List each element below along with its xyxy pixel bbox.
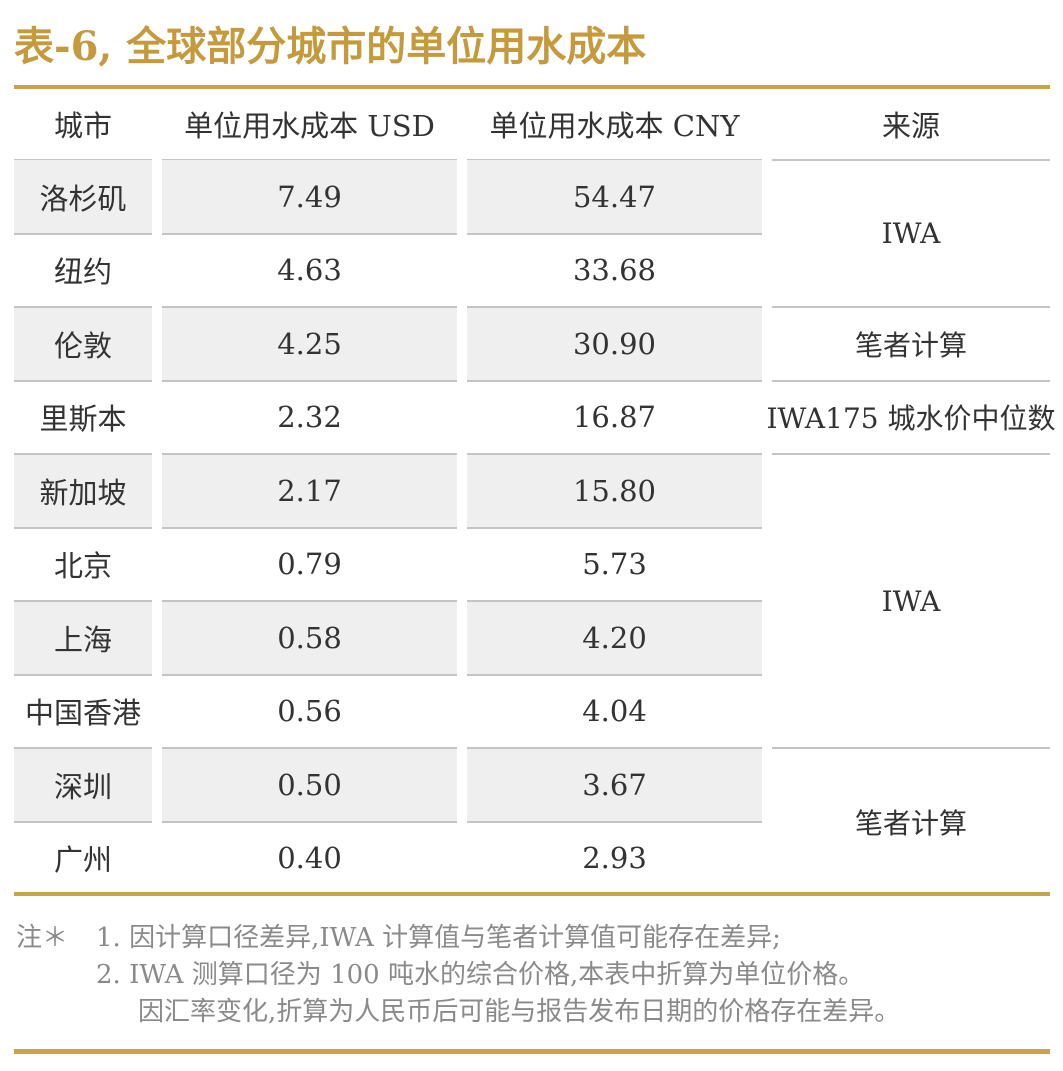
table-cell: 16.87 <box>572 400 657 435</box>
table-cell: 新加坡 <box>39 475 127 510</box>
row-shade <box>162 160 457 234</box>
row-shade <box>162 307 457 381</box>
row-line <box>467 673 762 676</box>
table-cell: 深圳 <box>53 769 112 804</box>
table-cell: 4.25 <box>277 326 342 361</box>
row-line <box>772 306 1050 308</box>
row-line <box>14 379 152 382</box>
table-cell: 北京 <box>53 549 112 584</box>
table-cell: 伦敦 <box>53 328 112 363</box>
row-shade <box>467 307 762 381</box>
source-cell: IWA <box>881 584 941 618</box>
table-cell: 33.68 <box>572 253 657 288</box>
row-shade <box>162 601 457 675</box>
row-shade <box>14 160 152 234</box>
row-shade <box>162 748 457 822</box>
header-cell: 来源 <box>881 109 940 143</box>
table-cell: 2.17 <box>277 473 342 508</box>
row-line <box>467 526 762 529</box>
table-cell: 纽约 <box>53 255 112 290</box>
row-line <box>14 526 152 529</box>
table-cell: 4.04 <box>582 694 647 729</box>
row-line <box>162 526 457 529</box>
table-cell: 4.63 <box>277 253 342 288</box>
title: 表-6, 全球部分城市的单位用水成本 <box>14 23 647 70</box>
row-line <box>467 379 762 382</box>
row-shade <box>467 601 762 675</box>
header-line <box>772 159 1050 161</box>
table-cell: 0.79 <box>277 547 342 582</box>
table-cell: 4.20 <box>582 620 647 655</box>
table-cell: 2.32 <box>277 400 342 435</box>
table-cell: 0.40 <box>277 841 342 876</box>
source-cell: IWA <box>881 217 941 250</box>
header-cell: 单位用水成本 CNY <box>489 109 740 143</box>
row-line <box>467 453 762 455</box>
row-shade <box>467 160 762 234</box>
row-line <box>14 232 152 235</box>
row-line <box>14 820 152 823</box>
row-line <box>772 453 1050 455</box>
row-line <box>467 747 762 749</box>
note-line: 因汇率变化,折算为人民币后可能与报告发布日期的价格存在差异。 <box>138 997 901 1027</box>
table-cell: 3.67 <box>582 767 647 802</box>
row-line <box>162 673 457 676</box>
table-cell: 2.93 <box>582 841 647 876</box>
table-cell: 0.56 <box>277 694 342 729</box>
bottom-rule <box>14 1049 1050 1054</box>
table-cell: 上海 <box>53 622 112 657</box>
row-line <box>162 600 457 602</box>
table-cell: 30.90 <box>572 326 657 361</box>
note-label: 注＊ <box>16 923 69 953</box>
row-shade <box>14 307 152 381</box>
table-cell: 5.73 <box>582 547 647 582</box>
row-line <box>467 306 762 308</box>
row-line <box>467 232 762 235</box>
note-line: 1. 因计算口径差异,IWA 计算值与笔者计算值可能存在差异; <box>96 923 781 953</box>
row-line <box>772 379 1050 382</box>
row-shade <box>14 454 152 528</box>
row-line <box>14 747 152 749</box>
row-shade <box>162 454 457 528</box>
row-line <box>162 820 457 823</box>
source-cell: 笔者计算 <box>854 806 967 840</box>
note-line: 2. IWA 测算口径为 100 吨水的综合价格,本表中折算为单位价格。 <box>96 960 865 990</box>
source-cell: 笔者计算 <box>854 328 967 362</box>
table-cell: 15.80 <box>572 473 657 508</box>
table-cell: 54.47 <box>572 179 657 214</box>
table-cell: 7.49 <box>277 179 342 214</box>
row-line <box>14 600 152 602</box>
source-cell: IWA175 城水价中位数 <box>766 402 1056 436</box>
row-shade <box>467 454 762 528</box>
table-cell: 洛杉矶 <box>39 181 127 216</box>
row-line <box>162 747 457 749</box>
row-line <box>162 379 457 382</box>
row-line <box>162 306 457 308</box>
row-line <box>14 306 152 308</box>
row-shade <box>14 601 152 675</box>
table-cell: 0.50 <box>277 767 342 802</box>
row-line <box>14 673 152 676</box>
table-bottom-rule <box>14 892 1050 896</box>
row-line <box>772 747 1050 749</box>
header-cell: 城市 <box>53 109 112 143</box>
table-cell: 0.58 <box>277 620 342 655</box>
header-cell: 单位用水成本 USD <box>184 109 435 143</box>
row-line <box>467 600 762 602</box>
table-cell: 里斯本 <box>39 402 127 437</box>
table-cell: 中国香港 <box>24 696 141 731</box>
table-cell: 广州 <box>53 843 112 878</box>
row-line <box>467 820 762 823</box>
row-line <box>162 453 457 455</box>
row-shade <box>467 748 762 822</box>
row-line <box>162 232 457 235</box>
row-line <box>14 453 152 455</box>
top-rule <box>14 85 1050 89</box>
row-shade <box>14 748 152 822</box>
